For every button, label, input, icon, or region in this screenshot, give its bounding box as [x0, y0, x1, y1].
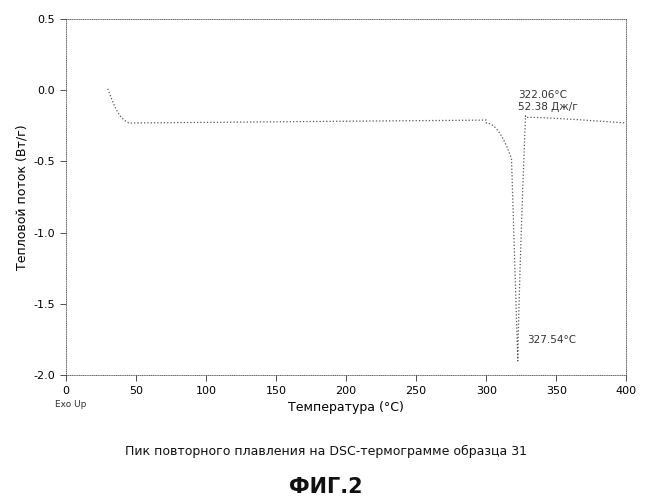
Y-axis label: Тепловой поток (Вт/г): Тепловой поток (Вт/г)	[15, 124, 28, 270]
Text: 322.06°C
52.38 Дж/г: 322.06°C 52.38 Дж/г	[518, 90, 578, 112]
Text: Пик повторного плавления на DSC-термограмме образца 31: Пик повторного плавления на DSC-термогра…	[125, 445, 527, 458]
Text: ФИГ.2: ФИГ.2	[289, 477, 363, 497]
Text: 327.54°C: 327.54°C	[527, 335, 576, 345]
X-axis label: Температура (°C): Температура (°C)	[288, 401, 404, 414]
Text: Exo Up: Exo Up	[55, 400, 86, 409]
